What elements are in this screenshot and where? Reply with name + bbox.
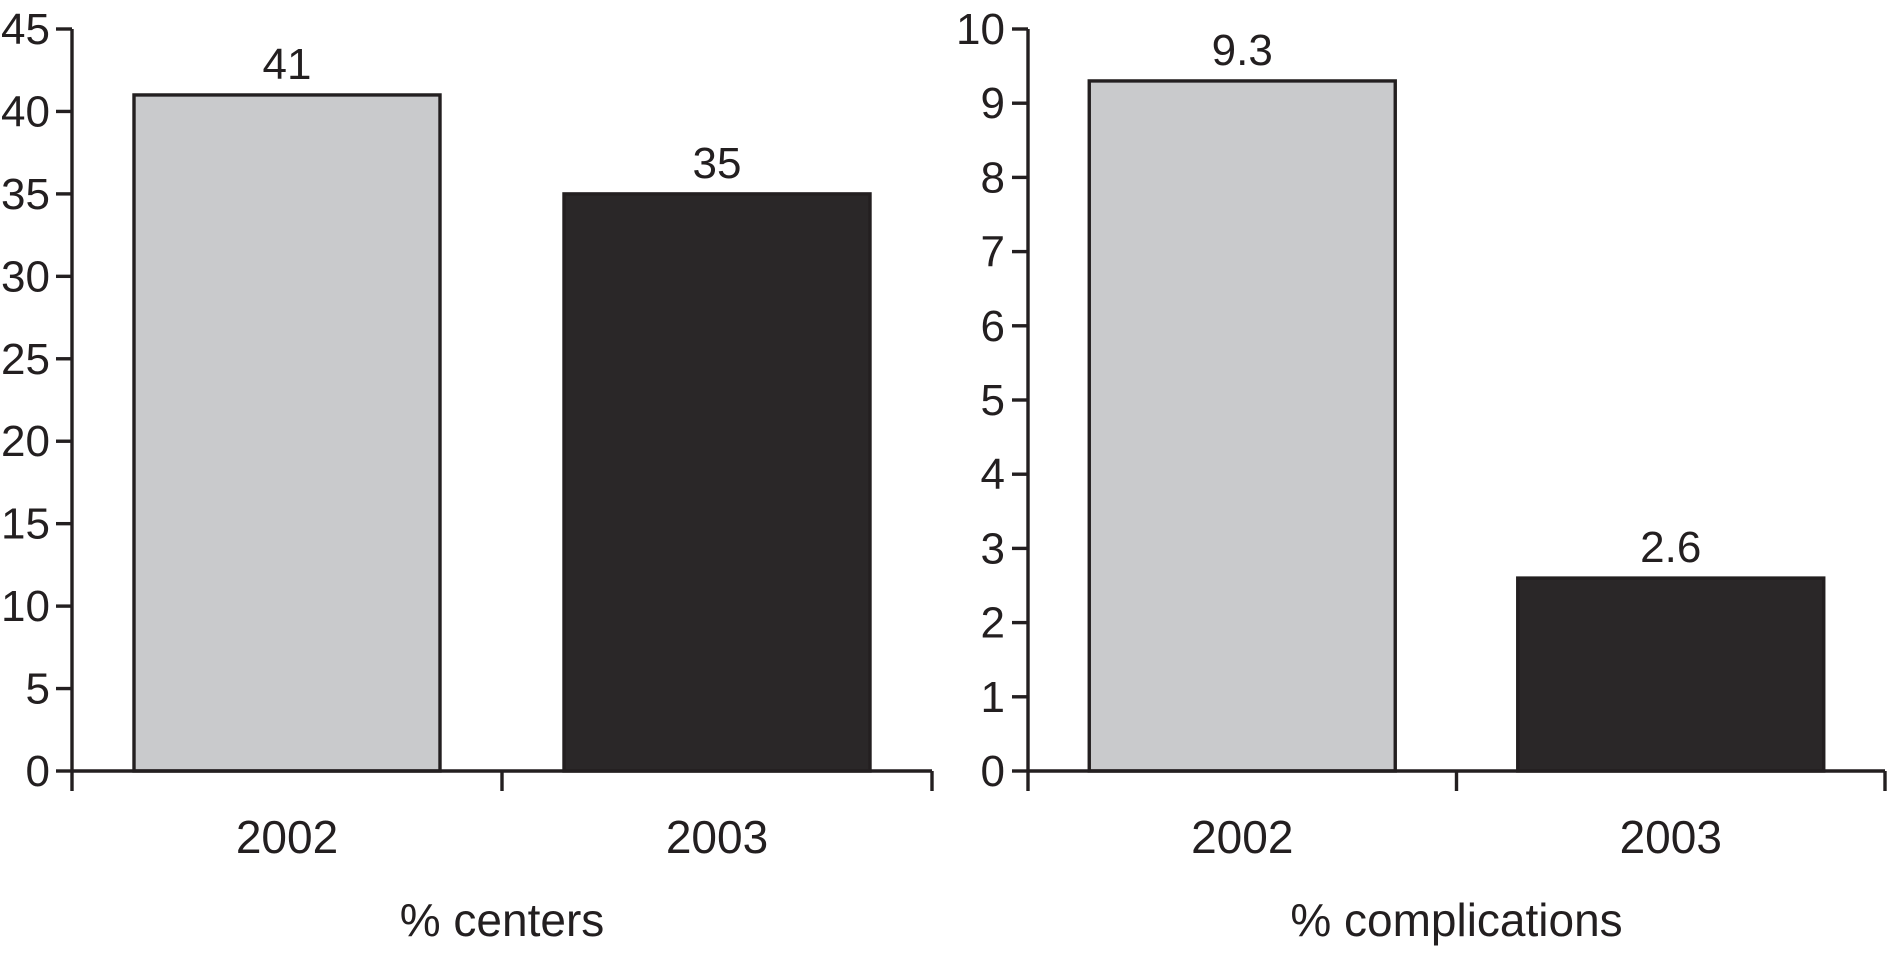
bar-2003 (562, 192, 872, 773)
y-tick-label: 8 (981, 153, 1005, 202)
y-tick-label: 7 (981, 228, 1005, 277)
y-tick-label: 20 (1, 417, 50, 466)
chart-centers: 41 2002 35 2003 0 5 10 15 20 25 30 35 40 45 % centers (1, 5, 934, 946)
x-tick-label: 2002 (1191, 811, 1293, 863)
bar-2002 (1087, 79, 1397, 773)
y-tick-label: 15 (1, 500, 50, 549)
y-tick-label: 10 (956, 5, 1005, 54)
y-tick-label: 30 (1, 252, 50, 301)
bar-2002 (132, 93, 442, 773)
x-axis-title: % centers (400, 894, 605, 946)
chart-complications: 9.3 2002 2.6 2003 0 1 2 3 4 5 6 7 8 9 10 % complication… (956, 5, 1887, 946)
y-tick-label: 9 (981, 79, 1005, 128)
y-tick-label: 2 (981, 599, 1005, 648)
bar-2003 (1516, 576, 1826, 773)
x-tick-label: 2003 (1620, 811, 1722, 863)
y-tick-label: 0 (981, 747, 1005, 796)
y-tick-label: 10 (1, 582, 50, 631)
bar-value-label: 41 (263, 40, 312, 89)
y-tick-label: 35 (1, 170, 50, 219)
y-tick-label: 0 (26, 747, 50, 796)
x-axis-title: % complications (1290, 894, 1622, 946)
bar-value-label: 2.6 (1640, 523, 1701, 572)
y-tick-label: 6 (981, 302, 1005, 351)
x-tick-label: 2003 (666, 811, 768, 863)
y-tick-label: 5 (26, 665, 50, 714)
bar-value-label: 35 (693, 139, 742, 188)
y-tick-label: 4 (981, 450, 1005, 499)
y-tick-label: 3 (981, 524, 1005, 573)
y-tick-label: 40 (1, 87, 50, 136)
y-tick-label: 45 (1, 5, 50, 54)
bar-value-label: 9.3 (1212, 26, 1273, 75)
x-tick-label: 2002 (236, 811, 338, 863)
y-tick-label: 25 (1, 335, 50, 384)
y-tick-label: 5 (981, 376, 1005, 425)
y-tick-label: 1 (981, 673, 1005, 722)
